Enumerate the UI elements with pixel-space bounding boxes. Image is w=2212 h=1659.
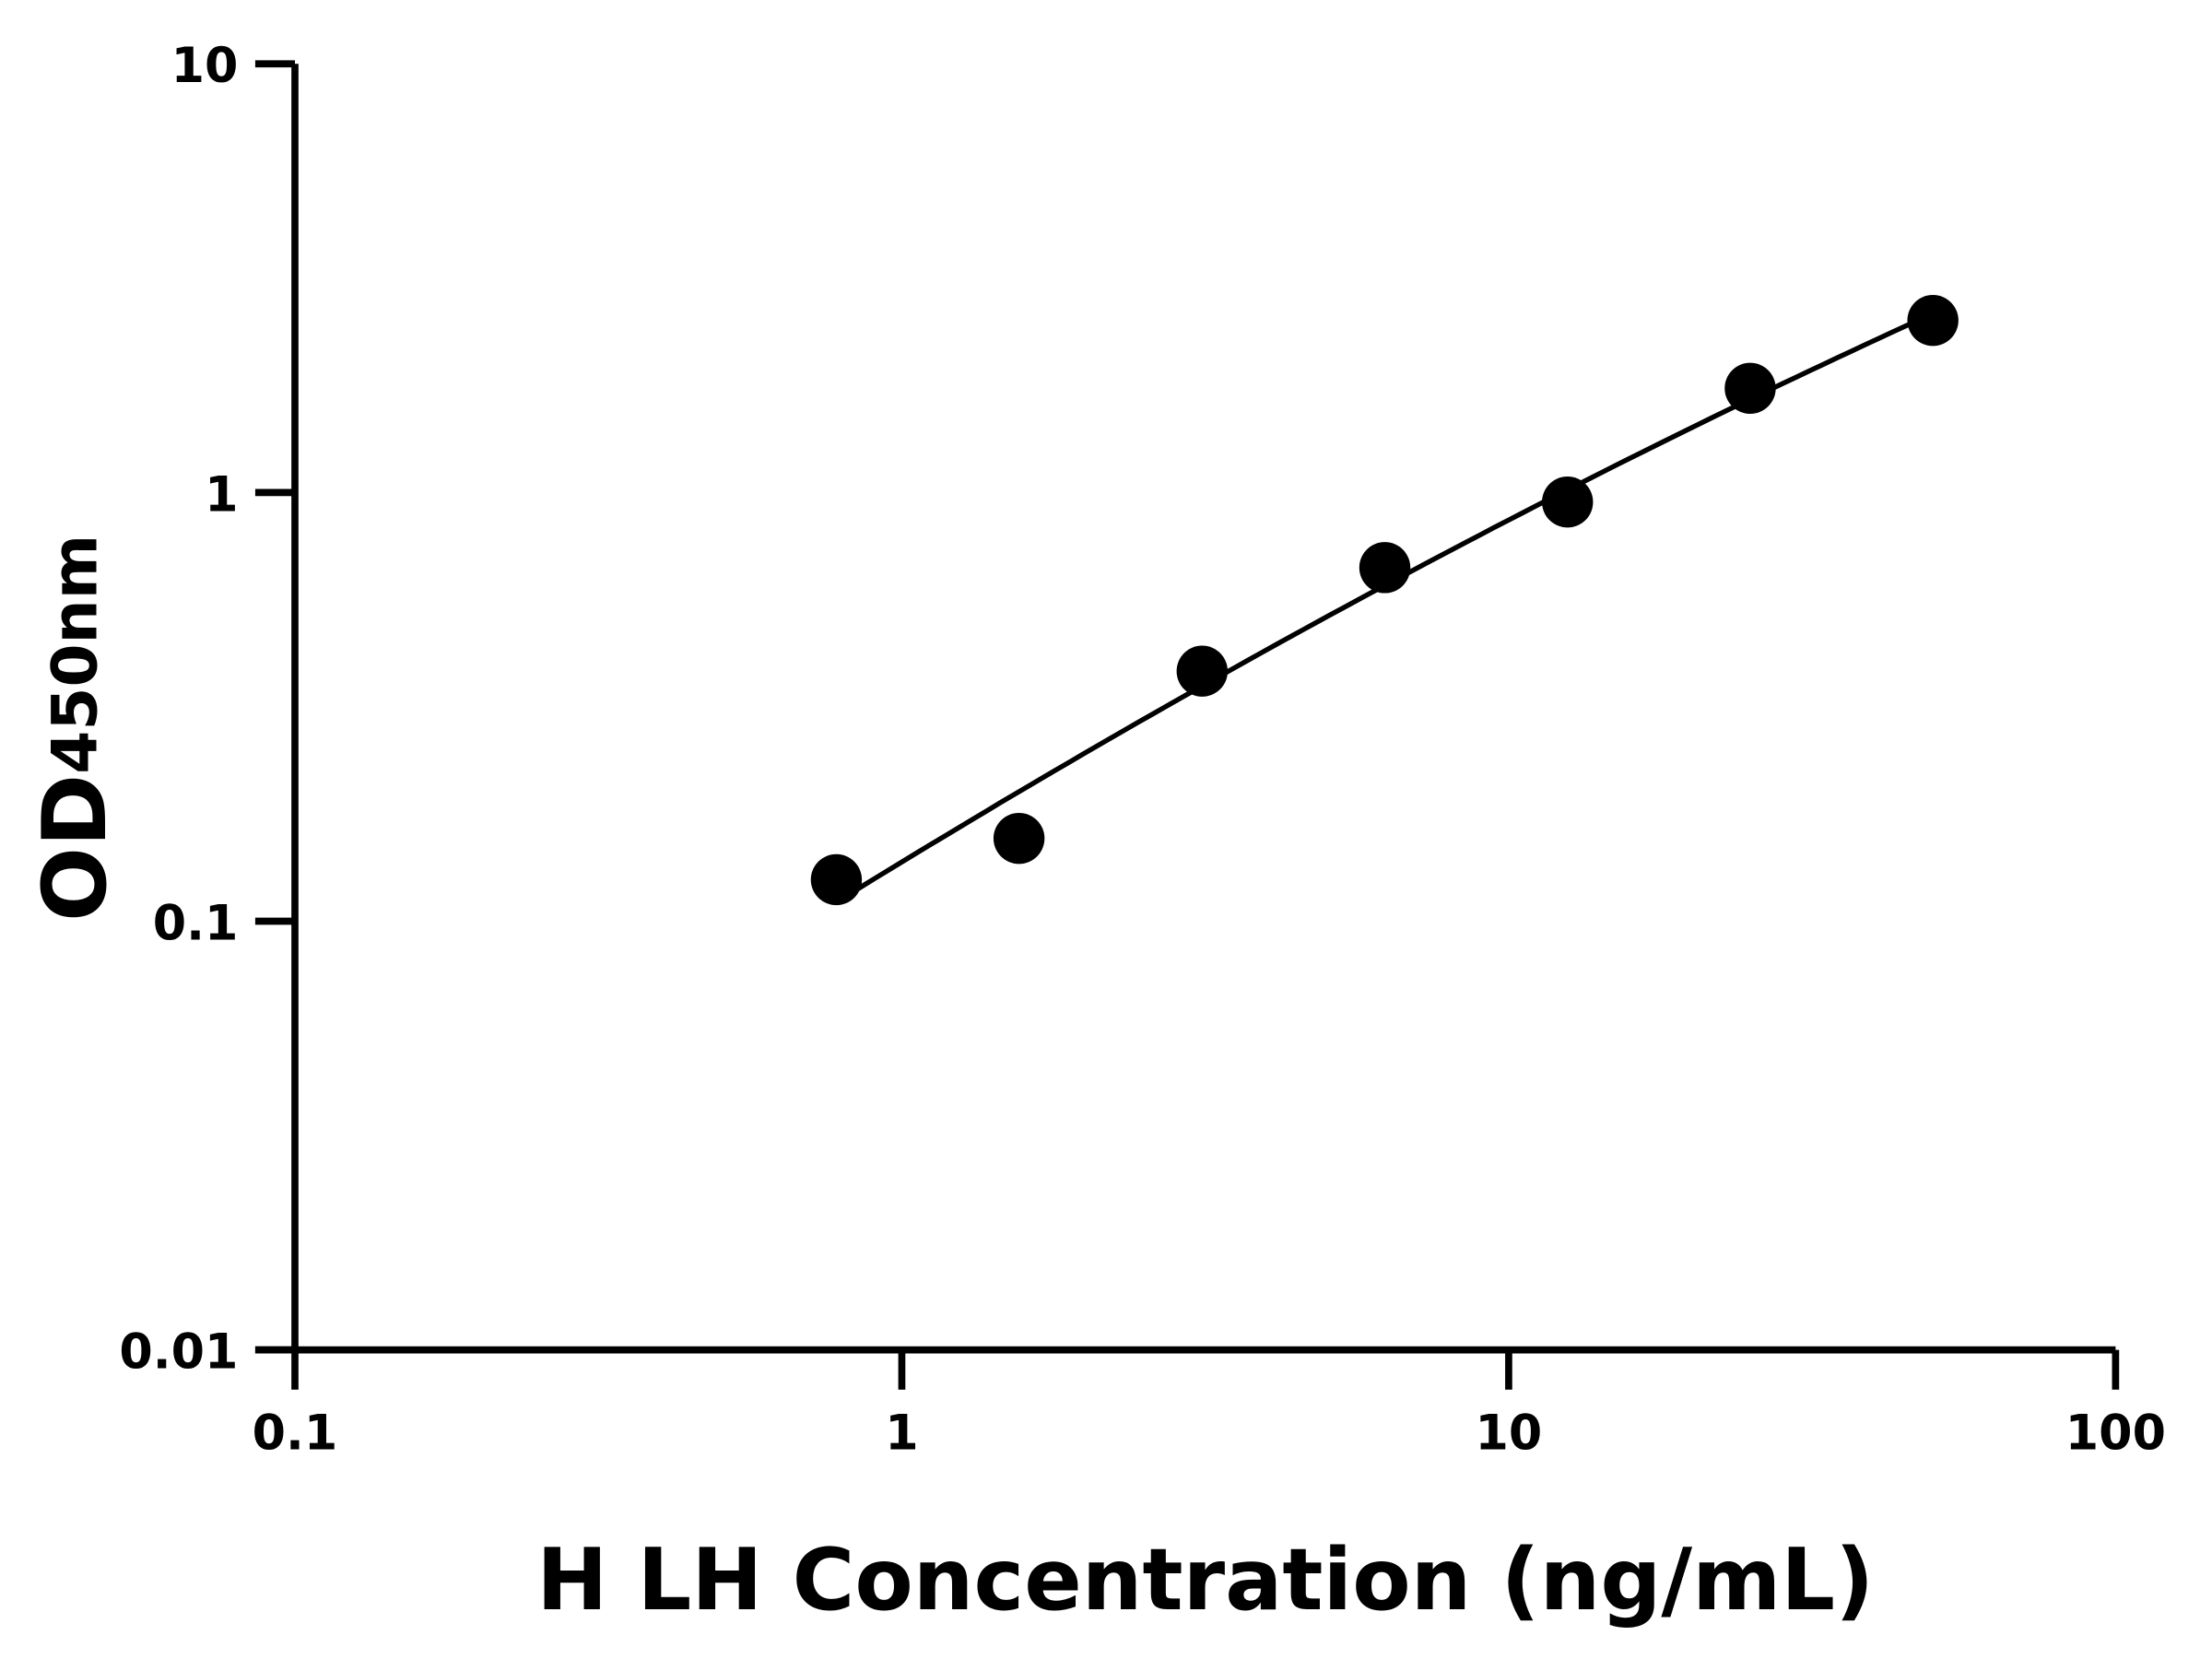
data-point xyxy=(1359,542,1411,594)
y-axis-label-main: OD xyxy=(24,774,126,922)
x-tick-label: 0.1 xyxy=(253,1405,338,1461)
x-tick-label: 10 xyxy=(1476,1405,1543,1461)
data-points xyxy=(810,294,1959,906)
x-axis-label: H LH Concentration (ng/mL) xyxy=(536,1530,1874,1630)
y-tick-label: 0.1 xyxy=(153,895,239,951)
y-tick-label: 1 xyxy=(205,466,238,523)
axes: 0.01 0.1 1 10 0.1 1 10 100 xyxy=(119,38,2166,1461)
data-point xyxy=(810,853,863,906)
svg-text:OD450nm: OD450nm xyxy=(24,535,126,922)
x-tick-label: 1 xyxy=(885,1405,918,1461)
y-axis-label: OD450nm xyxy=(24,535,126,922)
data-point xyxy=(993,812,1045,865)
y-tick-label: 0.01 xyxy=(119,1324,238,1381)
data-point xyxy=(1542,477,1594,528)
data-point xyxy=(1724,362,1776,415)
data-point xyxy=(1176,645,1228,697)
y-axis-label-subscript: 450nm xyxy=(39,535,112,774)
y-tick-label: 10 xyxy=(171,38,239,94)
data-point xyxy=(1907,294,1959,347)
x-tick-label: 100 xyxy=(2065,1405,2166,1461)
